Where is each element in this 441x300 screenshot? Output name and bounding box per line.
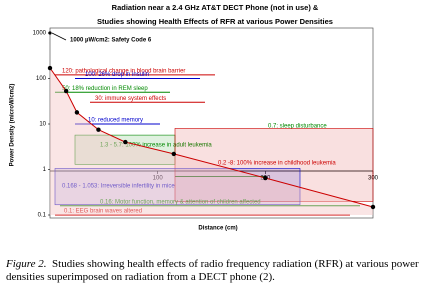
safety-arrow	[51, 32, 67, 41]
point	[74, 110, 80, 115]
point	[96, 127, 101, 132]
point	[370, 204, 376, 210]
x-axis-label: Distance (cm)	[198, 226, 237, 232]
safety-label: 1000 µW/cm2: Safety Code 6	[70, 38, 152, 44]
point	[171, 151, 177, 157]
y-tick-label: 1	[43, 167, 47, 173]
point	[263, 175, 268, 181]
plot-frame	[49, 27, 374, 219]
caption-text: Studies showing health effects of radio …	[6, 258, 419, 283]
annotation-label: 10: reduced memory	[88, 118, 143, 124]
y-axis-label: Power Density (microW/cm2)	[10, 84, 16, 167]
annotation-label: 0.7: sleep disturbance	[268, 124, 327, 130]
annotation-label: 0.168 - 1.053: Irreversible infertility …	[62, 184, 175, 190]
annotation-label: 0.2 -8: 100% increase in childhood leuke…	[218, 161, 336, 167]
point	[47, 65, 53, 71]
x-tick-label: 300	[368, 176, 379, 182]
annotation-label: 30: immune system effects	[95, 96, 166, 102]
x-tick-label: 100	[153, 176, 164, 182]
line	[49, 67, 374, 208]
annotation-label: 100: 26% drop in insulin	[85, 72, 149, 78]
effect-band	[174, 128, 374, 202]
annotation-label: 120: pathological change in blood brain …	[62, 68, 185, 74]
caption: Figure 2. Studies showing health effects…	[6, 258, 436, 284]
point	[123, 139, 128, 145]
annotation-label: 1.3 - 5.7: 100% increase in adult leukem…	[100, 143, 212, 149]
safety-point	[48, 31, 52, 35]
point	[63, 88, 69, 94]
annotation-label: 0.16: Motor function, memory & attention…	[100, 199, 261, 205]
y-tick-label: 10	[39, 122, 46, 128]
annotation-label: 0.1: EEG brain waves altered	[64, 209, 142, 215]
annotation-label: 50: 18% reduction in REM sleep	[62, 86, 148, 92]
effect-band	[54, 168, 301, 206]
y-tick-label: 0.1	[38, 213, 47, 219]
area	[50, 68, 373, 215]
chart-title: Radiation near a 2.4 GHz AT&T DECT Phone…	[112, 3, 319, 12]
caption-label: Figure 2.	[6, 258, 47, 270]
y-tick-label: 100	[36, 76, 47, 82]
chart: Radiation near a 2.4 GHz AT&T DECT Phone…	[10, 3, 379, 232]
chart-title: Studies showing Health Effects of RFR at…	[97, 17, 333, 26]
y-tick-label: 1000	[33, 31, 47, 37]
